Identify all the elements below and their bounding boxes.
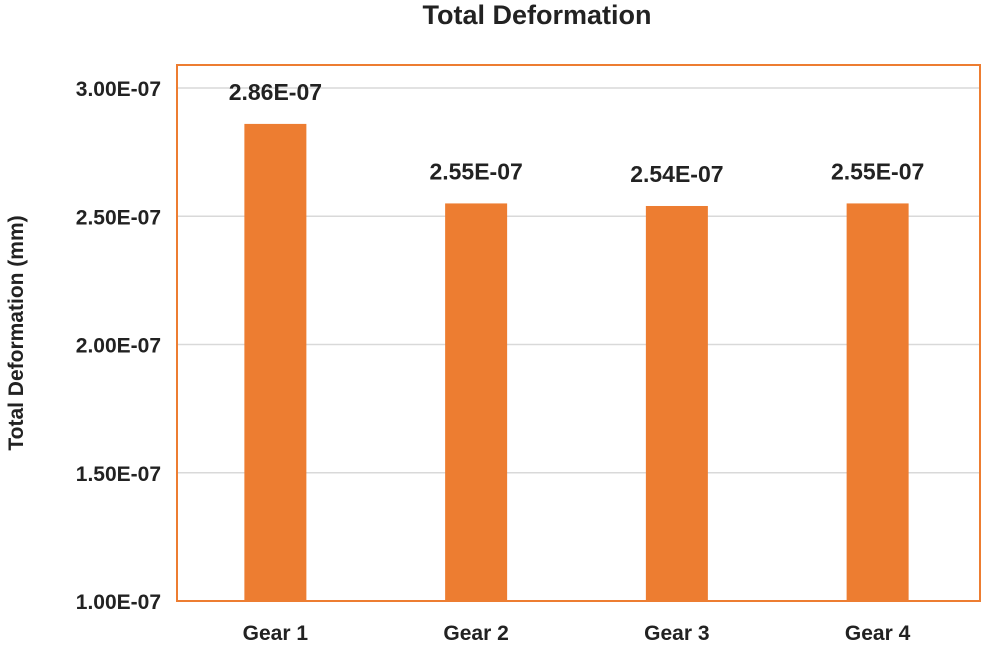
bar-gear-4 (846, 203, 909, 602)
data-label: 2.86E-07 (229, 79, 322, 105)
plot-area-border (176, 64, 981, 602)
y-tick-label: 2.00E-07 (76, 335, 161, 358)
chart-title: Total Deformation (423, 0, 652, 30)
x-tick-label: Gear 4 (845, 622, 911, 645)
y-axis-title: Total Deformation (mm) (5, 215, 28, 450)
data-label: 2.55E-07 (429, 158, 522, 184)
bar-gear-3 (645, 205, 708, 602)
data-label: 2.55E-07 (831, 158, 924, 184)
data-label: 2.54E-07 (630, 161, 723, 187)
y-axis-ticks: 1.00E-07 1.50E-07 2.00E-07 2.50E-07 3.00E-07 (76, 78, 161, 614)
x-tick-label: Gear 2 (443, 622, 508, 645)
y-tick-label: 3.00E-07 (76, 78, 161, 101)
bars (244, 123, 909, 602)
data-labels: 2.86E-07 2.55E-07 2.54E-07 2.55E-07 (229, 79, 925, 187)
y-tick-label: 1.00E-07 (76, 591, 161, 614)
bar-gear-2 (445, 203, 508, 602)
x-tick-label: Gear 1 (243, 622, 309, 645)
x-tick-label: Gear 3 (644, 622, 709, 645)
y-tick-label: 1.50E-07 (76, 463, 161, 486)
x-axis-ticks: Gear 1 Gear 2 Gear 3 Gear 4 (243, 622, 911, 645)
y-tick-label: 2.50E-07 (76, 206, 161, 229)
bar-gear-1 (244, 123, 307, 601)
